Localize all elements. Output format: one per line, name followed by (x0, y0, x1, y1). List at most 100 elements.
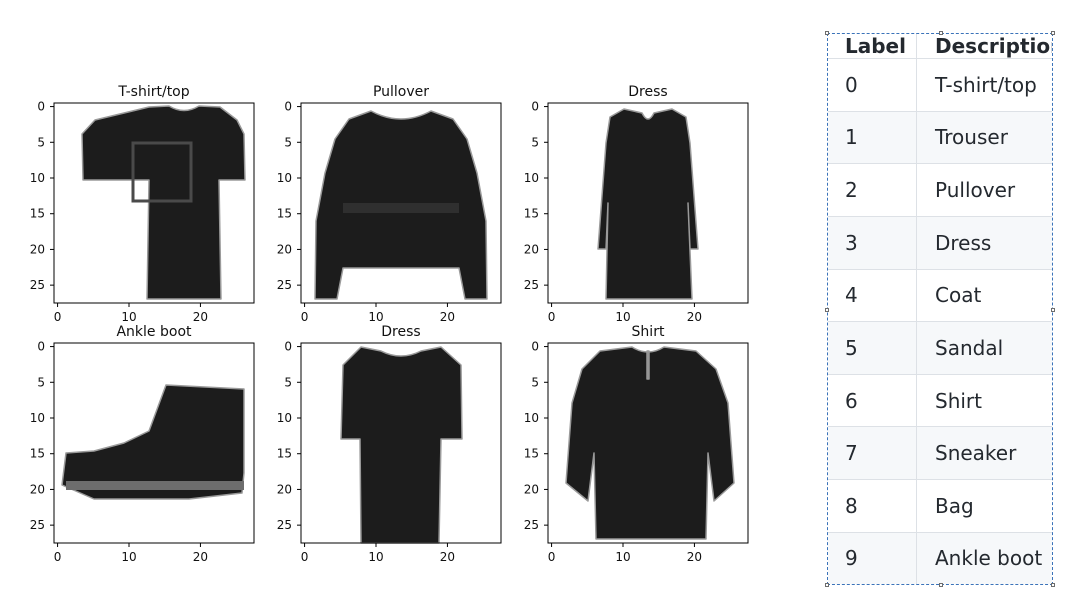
resize-handle-top[interactable] (939, 31, 943, 35)
panel-title: Dress (628, 84, 667, 100)
garment-shape (61, 384, 245, 500)
label-cell: 2 (828, 163, 917, 217)
y-tick-label: 20 (277, 242, 292, 256)
description-cell: Dress (916, 215, 1052, 270)
y-tick-label: 15 (524, 207, 539, 221)
image-panel-shirt: Shirt 0 5 10 15 20 25 0 10 20 (524, 324, 749, 564)
x-tick-label: 0 (54, 310, 62, 324)
panel-title: Dress (381, 324, 420, 340)
garment-detail (66, 481, 244, 490)
x-tick-label: 20 (687, 550, 702, 564)
image-panel-boot: Ankle boot 0 5 10 15 20 25 0 10 20 (30, 324, 255, 564)
y-tick-label: 0 (284, 100, 292, 114)
label-column-header: Label (828, 34, 917, 59)
y-tick-label: 15 (30, 447, 45, 461)
clothing-image (61, 384, 245, 500)
y-tick-label: 5 (37, 375, 45, 389)
panel-title: Ankle boot (116, 324, 192, 340)
x-tick-label: 0 (301, 310, 309, 324)
x-tick-label: 10 (121, 550, 136, 564)
resize-handle-bottom-left[interactable] (825, 583, 829, 587)
description-cell: Trouser (916, 110, 1052, 164)
label-cell: 9 (828, 531, 917, 584)
label-table[interactable]: Label Description 0 T-shirt/top 1 Trouser … (825, 31, 1055, 587)
description-cell: Sneaker (916, 426, 1052, 480)
clothing-image-grid: T-shirt/top 0 5 10 15 20 25 0 10 20 Pullover 0 5 10 15… (30, 84, 749, 564)
label-cell: 8 (828, 479, 917, 533)
y-tick-label: 0 (531, 100, 539, 114)
axes-frame (547, 102, 749, 304)
table-row: 5 Sandal (828, 321, 1052, 375)
y-tick-label: 25 (524, 518, 539, 532)
y-tick-label: 20 (30, 242, 45, 256)
image-panel-dress: Dress 0 5 10 15 20 25 0 10 20 (524, 84, 749, 324)
y-tick-label: 5 (531, 135, 539, 149)
label-cell: 0 (828, 58, 917, 112)
description-cell: Ankle boot (916, 531, 1052, 584)
table-row: 0 T-shirt/top (828, 58, 1052, 112)
table-header-row: Label Description (828, 34, 1052, 59)
x-tick-label: 20 (440, 550, 455, 564)
garment-shape (597, 108, 699, 300)
description-column-header: Description (935, 34, 1052, 58)
description-cell: Bag (916, 479, 1052, 533)
y-tick-label: 0 (284, 340, 292, 354)
x-tick-label: 10 (368, 310, 383, 324)
y-tick-label: 5 (284, 135, 292, 149)
y-tick-label: 0 (37, 100, 45, 114)
y-tick-label: 5 (531, 375, 539, 389)
table-row: 6 Shirt (828, 373, 1052, 427)
axes-frame (53, 102, 255, 304)
image-panel-dress2: Dress 0 5 10 15 20 25 0 10 20 (277, 324, 502, 564)
x-tick-label: 20 (193, 310, 208, 324)
y-tick-label: 15 (277, 207, 292, 221)
description-cell: Sandal (916, 321, 1052, 375)
y-tick-label: 20 (277, 482, 292, 496)
axes-frame (300, 102, 502, 304)
table-row: 4 Coat (828, 268, 1052, 322)
x-tick-label: 0 (54, 550, 62, 564)
clothing-image (340, 346, 463, 544)
resize-handle-bottom[interactable] (939, 583, 943, 587)
label-description-table: Label Description 0 T-shirt/top 1 Trouser … (828, 34, 1052, 584)
label-cell: 3 (828, 215, 917, 270)
resize-handle-bottom-right[interactable] (1051, 583, 1055, 587)
x-tick-label: 10 (121, 310, 136, 324)
clothing-image (565, 346, 735, 540)
y-tick-label: 15 (30, 207, 45, 221)
x-tick-label: 10 (368, 550, 383, 564)
y-tick-label: 15 (277, 447, 292, 461)
image-panel-tshirt: T-shirt/top 0 5 10 15 20 25 0 10 20 (30, 84, 255, 324)
y-tick-label: 20 (524, 482, 539, 496)
axes-frame (547, 342, 749, 544)
description-cell: Shirt (916, 373, 1052, 427)
description-cell: T-shirt/top (916, 58, 1052, 112)
table-row: 2 Pullover (828, 163, 1052, 217)
y-tick-label: 15 (524, 447, 539, 461)
resize-handle-left[interactable] (825, 308, 829, 312)
y-tick-label: 5 (37, 135, 45, 149)
label-cell: 4 (828, 268, 917, 322)
x-tick-label: 10 (615, 310, 630, 324)
y-tick-label: 10 (30, 411, 45, 425)
clothing-image (597, 108, 699, 300)
panel-title: Pullover (373, 84, 429, 100)
label-cell: 1 (828, 110, 917, 164)
x-tick-label: 20 (687, 310, 702, 324)
axes-frame (300, 342, 502, 544)
clothing-image (81, 105, 246, 300)
description-cell: Coat (916, 268, 1052, 322)
garment-shape (565, 346, 735, 540)
y-tick-label: 20 (524, 242, 539, 256)
x-tick-label: 20 (193, 550, 208, 564)
label-cell: 5 (828, 321, 917, 375)
y-tick-label: 10 (30, 171, 45, 185)
table-row: 3 Dress (828, 215, 1052, 270)
resize-handle-right[interactable] (1051, 308, 1055, 312)
x-tick-label: 0 (548, 550, 556, 564)
clothing-image (314, 110, 488, 300)
resize-handle-top-left[interactable] (825, 31, 829, 35)
resize-handle-top-right[interactable] (1051, 31, 1055, 35)
y-tick-label: 25 (277, 518, 292, 532)
y-tick-label: 0 (37, 340, 45, 354)
